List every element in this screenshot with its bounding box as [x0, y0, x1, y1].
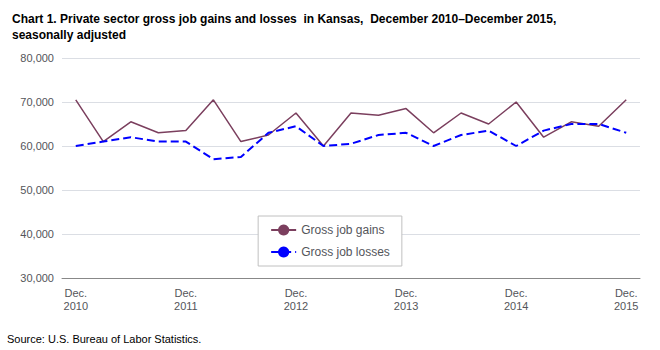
svg-text:2012: 2012: [284, 300, 308, 312]
svg-text:Source: U.S. Bureau of Labor S: Source: U.S. Bureau of Labor Statistics.: [7, 333, 201, 345]
svg-text:70,000: 70,000: [20, 96, 54, 108]
svg-text:60,000: 60,000: [20, 140, 54, 152]
svg-text:Dec.: Dec.: [285, 287, 308, 299]
svg-text:80,000: 80,000: [20, 52, 54, 64]
svg-text:Dec.: Dec.: [64, 287, 87, 299]
svg-text:2013: 2013: [394, 300, 418, 312]
svg-text:Gross job gains: Gross job gains: [301, 223, 384, 237]
svg-text:2015: 2015: [614, 300, 638, 312]
svg-text:2011: 2011: [174, 300, 198, 312]
svg-text:Dec.: Dec.: [175, 287, 198, 299]
svg-text:seasonally adjusted: seasonally adjusted: [12, 28, 126, 42]
svg-text:2014: 2014: [504, 300, 528, 312]
svg-text:40,000: 40,000: [20, 228, 54, 240]
svg-text:2010: 2010: [64, 300, 88, 312]
svg-text:Dec.: Dec.: [395, 287, 418, 299]
svg-text:Chart 1. Private sector gross: Chart 1. Private sector gross job gains …: [12, 12, 556, 26]
svg-text:Dec.: Dec.: [505, 287, 528, 299]
svg-text:50,000: 50,000: [20, 184, 54, 196]
svg-text:Dec.: Dec.: [615, 287, 638, 299]
svg-text:Gross job losses: Gross job losses: [301, 245, 390, 259]
svg-text:30,000: 30,000: [20, 272, 54, 284]
